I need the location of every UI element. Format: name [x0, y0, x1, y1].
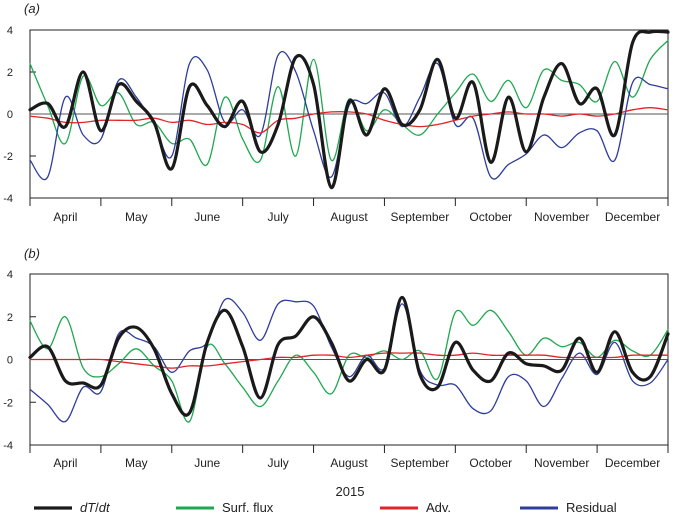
month-label-september: September — [391, 456, 450, 470]
y-tick-label: 0 — [7, 109, 13, 121]
month-label-august: August — [330, 210, 368, 224]
series-line-residual — [29, 297, 669, 423]
month-label-december: December — [605, 210, 660, 224]
month-label-june: June — [194, 210, 220, 224]
series-line-residual — [29, 50, 669, 181]
month-label-november: November — [534, 210, 589, 224]
month-label-april: April — [53, 210, 77, 224]
x-axis-title: 2015 — [336, 484, 365, 499]
series-line-dTdt — [28, 29, 670, 190]
panel-label: (a) — [24, 1, 40, 16]
month-label-july: July — [267, 210, 288, 224]
legend-label-dt-num: dT — [80, 500, 96, 515]
y-tick-label: 0 — [7, 355, 13, 367]
month-label-december: December — [605, 456, 660, 470]
series-line-adv — [29, 352, 669, 369]
legend-label-slash: / — [95, 500, 99, 515]
month-label-april: April — [53, 456, 77, 470]
y-tick-label: 4 — [7, 25, 13, 37]
series-line-surf-flux — [29, 309, 669, 423]
y-tick-label: 2 — [7, 312, 13, 324]
legend-label-dTdt: dT/dt — [80, 500, 111, 515]
y-tick-label: -4 — [3, 193, 13, 205]
series-line-surf-flux — [29, 39, 669, 167]
legend: dT/dt Surf. flux Adv. Residual — [34, 500, 617, 515]
legend-label-surf-flux: Surf. flux — [222, 500, 274, 515]
month-label-october: October — [469, 456, 512, 470]
month-label-november: November — [534, 456, 589, 470]
month-label-july: July — [267, 456, 288, 470]
series-line-dTdt — [28, 295, 670, 417]
legend-label-adv: Adv. — [426, 500, 451, 515]
legend-label-dt-den: dt — [99, 500, 111, 515]
month-label-september: September — [391, 210, 450, 224]
y-tick-label: -2 — [3, 397, 13, 409]
y-tick-label: 4 — [7, 269, 13, 281]
month-label-october: October — [469, 210, 512, 224]
series-line-adv — [29, 107, 669, 134]
y-tick-label: -2 — [3, 151, 13, 163]
legend-label-residual: Residual — [566, 500, 617, 515]
month-label-may: May — [125, 456, 148, 470]
y-tick-label: 2 — [7, 67, 13, 79]
month-label-august: August — [330, 456, 368, 470]
month-label-june: June — [194, 456, 220, 470]
month-label-may: May — [125, 210, 148, 224]
panel-a: (a) -4 -2 0 2 4 April May June July August Septembe… — [3, 1, 670, 224]
y-tick-label: -4 — [3, 440, 13, 452]
panel-label: (b) — [24, 246, 40, 261]
panel-b: (b) -4 -2 0 2 4 April May June July August Septembe… — [3, 246, 670, 470]
